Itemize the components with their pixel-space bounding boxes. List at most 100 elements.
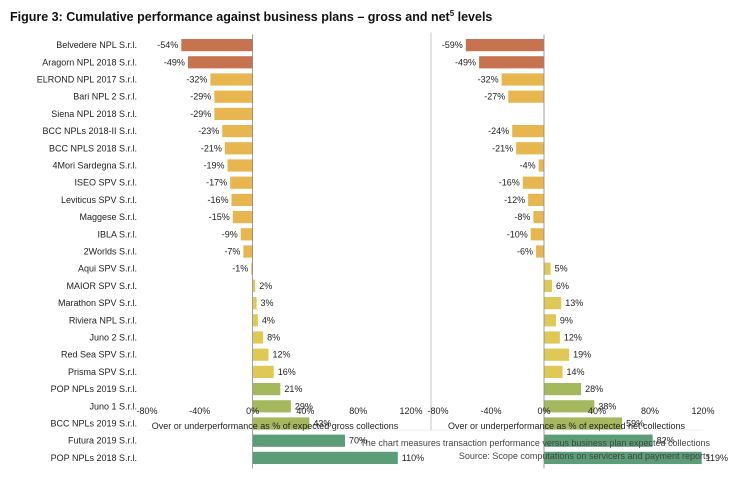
gross-bar bbox=[240, 228, 253, 241]
category-label: ISEO SPV S.r.l. bbox=[74, 178, 137, 188]
gross-bar bbox=[252, 400, 291, 413]
net-x-tick-label: 0% bbox=[537, 406, 550, 416]
category-label: MAIOR SPV S.r.l. bbox=[66, 281, 137, 291]
chart-source: Source: Scope computations on servicers … bbox=[458, 451, 710, 461]
gross-value-label: 29% bbox=[295, 401, 313, 411]
net-value-label: 59% bbox=[626, 419, 644, 429]
gross-bar bbox=[227, 159, 253, 172]
net-value-label: -27% bbox=[484, 92, 505, 102]
gross-bar bbox=[181, 39, 253, 52]
gross-value-label: 110% bbox=[402, 453, 424, 463]
gross-value-label: -23% bbox=[198, 126, 219, 136]
net-bar bbox=[544, 417, 623, 430]
gross-value-label: -29% bbox=[190, 92, 211, 102]
gross-value-label: 8% bbox=[267, 333, 280, 343]
gross-value-label: -29% bbox=[190, 109, 211, 119]
gross-value-label: 43% bbox=[313, 419, 331, 429]
gross-x-tick-label: 80% bbox=[349, 406, 367, 416]
gross-bar bbox=[252, 279, 256, 292]
net-x-tick-label: 80% bbox=[641, 406, 659, 416]
net-value-label: -8% bbox=[514, 212, 530, 222]
net-bar bbox=[538, 159, 544, 172]
gross-bar bbox=[252, 331, 264, 344]
net-value-label: -49% bbox=[455, 57, 476, 67]
category-label: Prisma SPV S.r.l. bbox=[68, 367, 137, 377]
category-label: POP NPLs 2018 S.r.l. bbox=[51, 453, 137, 463]
net-x-tick-label: 40% bbox=[588, 406, 606, 416]
net-bar bbox=[530, 228, 544, 241]
gross-value-label: -54% bbox=[157, 40, 178, 50]
net-x-tick-label: -40% bbox=[480, 406, 501, 416]
gross-bar bbox=[210, 73, 253, 86]
gross-value-label: -9% bbox=[222, 229, 238, 239]
gross-bar bbox=[252, 365, 274, 378]
net-bar bbox=[536, 245, 544, 258]
gross-value-label: 2% bbox=[259, 281, 272, 291]
net-value-label: 14% bbox=[567, 367, 585, 377]
net-bar bbox=[465, 39, 544, 52]
net-bar bbox=[544, 297, 562, 310]
figure-title-suffix: levels bbox=[454, 10, 493, 25]
net-bar bbox=[544, 451, 702, 464]
gross-value-label: -19% bbox=[204, 161, 225, 171]
net-value-label: 13% bbox=[565, 298, 583, 308]
gross-value-label: -21% bbox=[201, 143, 222, 153]
net-value-label: 119% bbox=[706, 453, 728, 463]
net-bar bbox=[544, 279, 552, 292]
net-value-label: 28% bbox=[585, 384, 603, 394]
gross-x-axis-title: Over or underperformance as % of expecte… bbox=[152, 421, 399, 431]
category-label: ELROND NPL 2017 S.r.l. bbox=[37, 75, 137, 85]
category-label: BCC NPLS 2018 S.r.l. bbox=[49, 143, 137, 153]
net-value-label: 19% bbox=[573, 350, 591, 360]
net-value-label: 12% bbox=[564, 333, 582, 343]
category-label: POP NPLs 2019 S.r.l. bbox=[51, 384, 137, 394]
gross-x-tick-label: 40% bbox=[296, 406, 314, 416]
net-value-label: -12% bbox=[504, 195, 525, 205]
gross-bar bbox=[252, 383, 281, 396]
category-label: Aqui SPV S.r.l. bbox=[78, 264, 137, 274]
net-x-tick-label: -80% bbox=[427, 406, 448, 416]
net-value-label: 9% bbox=[560, 315, 573, 325]
category-label: Bari NPL 2 S.r.l. bbox=[73, 92, 137, 102]
net-bar bbox=[516, 142, 544, 155]
gross-bar bbox=[252, 348, 269, 361]
gross-value-label: 12% bbox=[272, 350, 290, 360]
net-bar bbox=[479, 56, 544, 69]
net-bar bbox=[544, 365, 563, 378]
net-value-label: 82% bbox=[657, 436, 675, 446]
category-label: Belvedere NPL S.r.l. bbox=[56, 40, 137, 50]
gross-value-label: 4% bbox=[262, 315, 275, 325]
gross-bar bbox=[251, 262, 253, 275]
gross-value-label: -15% bbox=[209, 212, 230, 222]
net-value-label: 6% bbox=[556, 281, 569, 291]
net-value-label: -21% bbox=[492, 143, 513, 153]
category-label: Leviticus SPV S.r.l. bbox=[61, 195, 137, 205]
category-label: BCC NPLs 2019 S.r.l. bbox=[50, 419, 137, 429]
gross-x-tick-label: 0% bbox=[246, 406, 259, 416]
gross-bar bbox=[222, 125, 253, 138]
gross-value-label: -7% bbox=[224, 247, 240, 257]
category-label: Futura 2019 S.r.l. bbox=[68, 436, 137, 446]
category-label: 2Worlds S.r.l. bbox=[84, 247, 137, 257]
net-x-axis-title: Over or underperformance as % of expecte… bbox=[448, 421, 686, 431]
net-bar bbox=[544, 314, 556, 327]
category-label: Maggese S.r.l. bbox=[79, 212, 137, 222]
gross-value-label: 16% bbox=[278, 367, 296, 377]
net-value-label: -24% bbox=[488, 126, 509, 136]
figure-title-superscript: 5 bbox=[449, 9, 455, 18]
gross-x-tick-label: -40% bbox=[189, 406, 210, 416]
gross-x-tick-label: 120% bbox=[399, 406, 422, 416]
net-x-tick-label: 120% bbox=[691, 406, 714, 416]
net-bar bbox=[544, 383, 582, 396]
gross-bar bbox=[187, 56, 253, 69]
net-bar bbox=[544, 262, 551, 275]
net-value-label: -59% bbox=[442, 40, 463, 50]
gross-value-label: -32% bbox=[186, 75, 207, 85]
gross-value-label: -17% bbox=[206, 178, 227, 188]
net-value-label: 5% bbox=[555, 264, 568, 274]
net-value-label: -10% bbox=[507, 229, 528, 239]
gross-bar bbox=[252, 297, 257, 310]
net-bar bbox=[508, 90, 544, 103]
